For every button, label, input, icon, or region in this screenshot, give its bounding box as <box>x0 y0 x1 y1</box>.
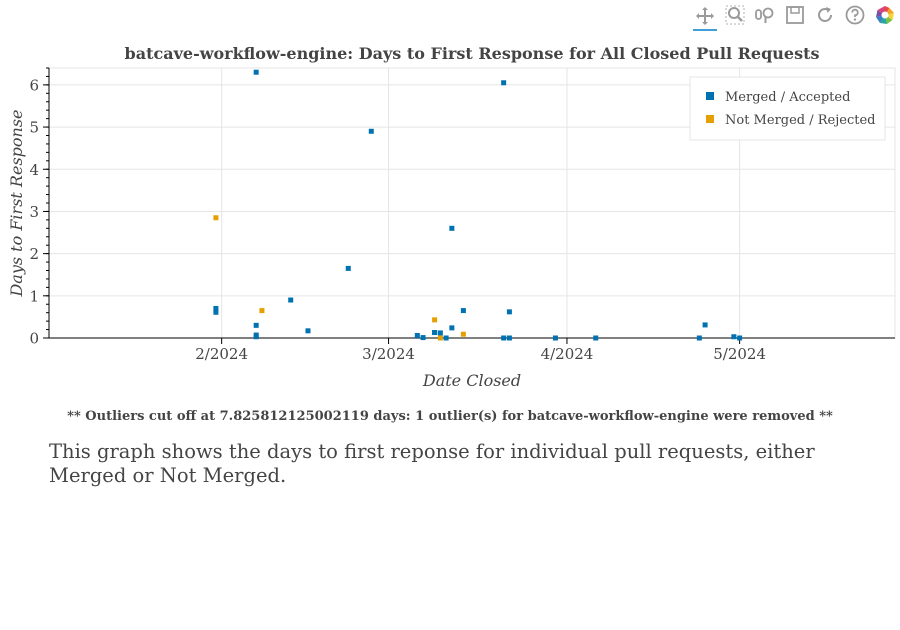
x-tick-label: 5/2024 <box>713 345 766 363</box>
save-icon[interactable] <box>783 3 807 27</box>
data-point <box>552 335 558 341</box>
data-point <box>506 335 512 341</box>
data-point <box>460 308 466 314</box>
y-axis-label: Days to First Response <box>7 109 26 297</box>
help-icon[interactable] <box>843 3 867 27</box>
box-zoom-icon[interactable] <box>723 3 747 27</box>
y-tick-label: 3 <box>29 203 39 221</box>
x-tick-label: 3/2024 <box>362 345 415 363</box>
data-point <box>731 334 737 340</box>
data-point <box>213 215 219 221</box>
legend: Merged / Accepted Not Merged / Rejected <box>689 76 886 141</box>
data-point <box>501 335 507 341</box>
data-point <box>345 265 351 271</box>
y-tick-label: 6 <box>29 76 39 94</box>
data-point <box>460 331 466 337</box>
data-point <box>420 335 426 341</box>
data-point <box>253 322 259 328</box>
data-point <box>368 128 374 134</box>
y-tick-label: 0 <box>29 330 39 348</box>
data-point <box>259 308 265 314</box>
chart-title: batcave-workflow-engine: Days to First R… <box>125 44 820 63</box>
x-tick-label: 2/2024 <box>195 345 248 363</box>
data-point <box>213 309 219 315</box>
scatter-chart: 0 1 2 3 4 5 6 2/2024 3/2024 4/2024 5/2024 batcave-… <box>7 44 896 390</box>
data-point <box>702 322 708 328</box>
data-point <box>449 325 455 331</box>
data-point <box>449 225 455 231</box>
data-point <box>696 335 702 341</box>
data-point <box>501 80 507 86</box>
data-point <box>437 335 443 341</box>
data-point <box>253 69 259 75</box>
data-point <box>593 335 599 341</box>
bokeh-logo-icon[interactable] <box>873 3 897 27</box>
outlier-note: ** Outliers cut off at 7.825812125002119… <box>67 409 833 424</box>
reset-icon[interactable] <box>813 3 837 27</box>
data-point <box>737 335 743 341</box>
data-point <box>432 317 438 323</box>
legend-swatch <box>706 92 714 100</box>
data-point <box>305 328 311 334</box>
y-tick-label: 4 <box>29 161 39 179</box>
y-tick-label: 1 <box>29 287 39 305</box>
x-axis-label: Date Closed <box>422 371 521 390</box>
y-tick-label: 5 <box>29 119 39 137</box>
data-point <box>213 305 219 311</box>
data-points <box>213 69 743 341</box>
x-tick-label: 4/2024 <box>541 345 594 363</box>
legend-box <box>689 76 886 141</box>
data-point <box>288 297 294 303</box>
data-point <box>414 332 420 338</box>
data-point <box>506 309 512 315</box>
data-point <box>443 335 449 341</box>
pan-icon[interactable] <box>693 3 717 31</box>
data-point <box>253 334 259 340</box>
chart-description: This graph shows the days to first repon… <box>49 440 815 487</box>
chart-toolbar <box>685 0 900 31</box>
y-tick-label: 2 <box>29 245 39 263</box>
legend-label: Not Merged / Rejected <box>725 113 875 128</box>
wheel-zoom-icon[interactable] <box>753 3 777 27</box>
legend-swatch <box>706 115 714 123</box>
legend-label: Merged / Accepted <box>725 90 850 105</box>
data-point <box>432 330 438 336</box>
axes: 0 1 2 3 4 5 6 2/2024 3/2024 4/2024 5/2024 <box>29 67 895 363</box>
data-point <box>437 330 443 336</box>
